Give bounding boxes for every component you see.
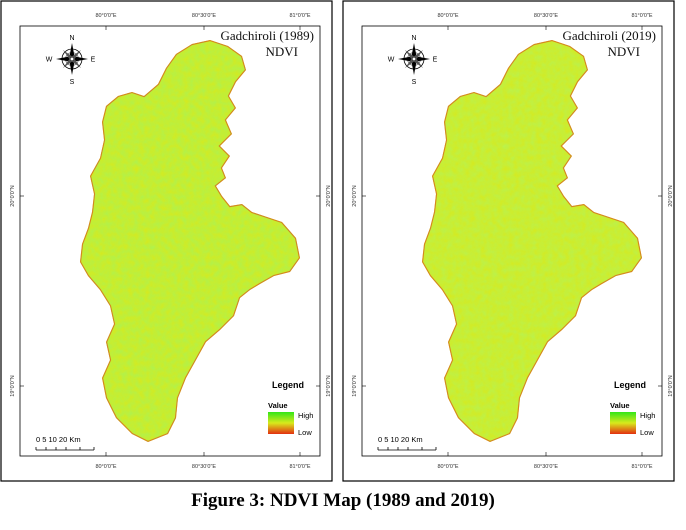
scale-bar: [377, 447, 437, 451]
legend-title: Legend: [272, 380, 304, 390]
map-panel-2019: 80°0'0"E 80°0'0"E 80°30'0"E 80°30'0"E 81°0'0…: [342, 0, 675, 482]
compass-s-label: S: [70, 79, 75, 86]
map-title: Gadchiroli (2019): [562, 28, 656, 43]
bottom-tick-label: 80°30'0"E: [192, 464, 216, 470]
compass-s-label: S: [412, 79, 417, 86]
map-title: Gadchiroli (1989): [220, 28, 314, 43]
left-tick-label: 20°0'0"N: [352, 185, 358, 206]
top-tick-label: 80°30'0"E: [192, 13, 216, 19]
map-subtitle: NDVI: [266, 44, 299, 59]
map-svg: 80°0'0"E 80°0'0"E 80°30'0"E 80°30'0"E 81°0'0…: [0, 0, 333, 482]
top-tick-label: 81°0'0"E: [631, 13, 652, 19]
map-outer-frame: [0, 0, 333, 482]
map-panel-1989: 80°0'0"E 80°0'0"E 80°30'0"E 80°30'0"E 81°0'0…: [0, 0, 333, 482]
legend-value-label: Value: [610, 401, 630, 410]
right-tick-label: 19°0'0"N: [326, 375, 332, 396]
legend-value-label: Value: [268, 401, 288, 410]
left-tick-label: 19°0'0"N: [352, 375, 358, 396]
scale-bar-labels: 0 5 10 20 Km: [36, 435, 81, 444]
bottom-tick-label: 81°0'0"E: [289, 464, 310, 470]
north-arrow-icon: [398, 43, 430, 75]
map-svg: 80°0'0"E 80°0'0"E 80°30'0"E 80°30'0"E 81°0'0…: [342, 0, 675, 482]
top-tick-label: 80°0'0"E: [437, 13, 458, 19]
left-tick-label: 19°0'0"N: [10, 375, 16, 396]
compass-e-label: E: [433, 57, 438, 64]
compass-w-label: W: [46, 57, 53, 64]
legend-color-ramp: [268, 412, 294, 434]
right-tick-label: 20°0'0"N: [326, 185, 332, 206]
figure-caption: Figure 3: NDVI Map (1989 and 2019): [191, 490, 495, 511]
bottom-tick-label: 80°0'0"E: [95, 464, 116, 470]
bottom-tick-label: 80°0'0"E: [437, 464, 458, 470]
legend-high-label: High: [298, 411, 313, 420]
bottom-tick-label: 80°30'0"E: [534, 464, 558, 470]
top-tick-label: 81°0'0"E: [289, 13, 310, 19]
compass-w-label: W: [388, 57, 395, 64]
top-tick-label: 80°0'0"E: [95, 13, 116, 19]
legend-color-ramp: [610, 412, 636, 434]
top-tick-label: 80°30'0"E: [534, 13, 558, 19]
map-outer-frame: [342, 0, 675, 482]
north-arrow-icon: [56, 43, 88, 75]
left-tick-label: 20°0'0"N: [10, 185, 16, 206]
scale-bar: [35, 447, 95, 451]
map-subtitle: NDVI: [608, 44, 641, 59]
legend-title: Legend: [614, 380, 646, 390]
right-tick-label: 19°0'0"N: [668, 375, 674, 396]
legend-low-label: Low: [640, 428, 654, 437]
scale-bar-labels: 0 5 10 20 Km: [378, 435, 423, 444]
compass-n-label: N: [69, 35, 74, 42]
right-tick-label: 20°0'0"N: [668, 185, 674, 206]
bottom-tick-label: 81°0'0"E: [631, 464, 652, 470]
compass-n-label: N: [411, 35, 416, 42]
legend-high-label: High: [640, 411, 655, 420]
legend-low-label: Low: [298, 428, 312, 437]
compass-e-label: E: [91, 57, 96, 64]
